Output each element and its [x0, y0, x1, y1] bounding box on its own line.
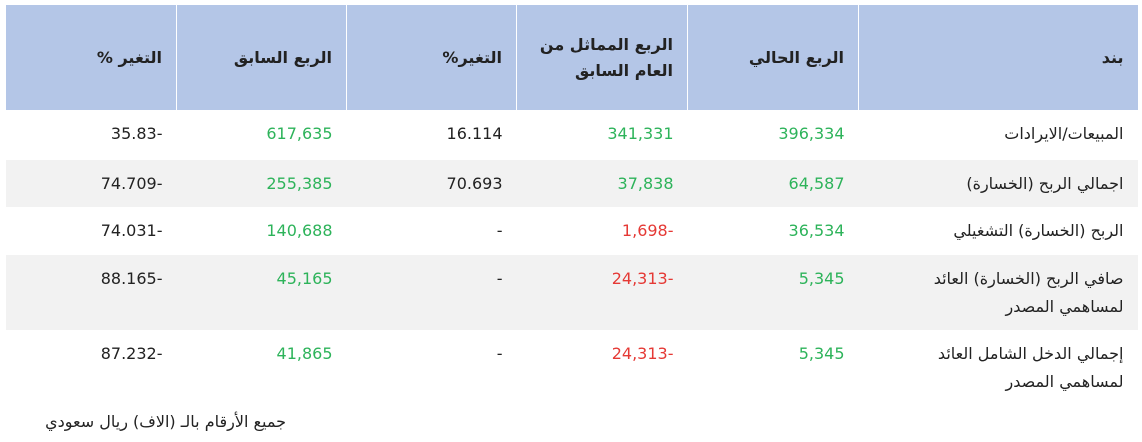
- value-text: 617,635: [266, 124, 333, 143]
- value-text: 1,698-: [621, 221, 674, 240]
- value-text: -: [496, 344, 503, 363]
- table-row: اجمالي الربح (الخسارة) 64,587 37,838 70.693…: [5, 160, 1138, 207]
- row-label: صافي الربح (الخسارة) العائد لمساهمي المص…: [858, 255, 1138, 330]
- value-cell: 16.114: [347, 110, 517, 160]
- header-cell: الربع السابق: [176, 5, 347, 110]
- value-text: 16.114: [446, 124, 503, 143]
- table-body: المبيعات/الايرادات 396,334 341,331 16.114 61…: [5, 110, 1138, 410]
- value-cell: 617,635: [177, 110, 347, 160]
- value-text: 36,534: [788, 221, 845, 240]
- value-cell: 24,313-: [517, 330, 688, 410]
- footnote: جميع الأرقام بالـ (الاف) ريال سعودي: [45, 412, 286, 431]
- value-cell: 45,165: [176, 255, 347, 330]
- value-cell: 87.232-: [6, 330, 177, 410]
- value-cell: 396,334: [688, 110, 859, 160]
- value-cell: -: [346, 255, 517, 330]
- header-cell: الربع المماثل من العام السابق: [516, 5, 688, 110]
- value-cell: 37,838: [516, 160, 688, 207]
- row-label: إجمالي الدخل الشامل العائد لمساهمي المصد…: [859, 330, 1138, 410]
- value-cell: 74.031-: [6, 207, 177, 255]
- header-cell: الربع الحالي: [687, 5, 859, 110]
- value-text: 74.031-: [100, 221, 163, 240]
- row-label: المبيعات/الايرادات: [859, 110, 1138, 160]
- label-text: صافي الربح (الخسارة) العائد لمساهمي المص…: [933, 269, 1124, 316]
- value-text: 396,334: [778, 124, 845, 143]
- value-cell: 255,385: [176, 160, 347, 207]
- value-cell: 70.693: [346, 160, 517, 207]
- value-text: 45,165: [276, 269, 333, 288]
- label-text: الربح (الخسارة) التشغيلي: [953, 221, 1124, 240]
- value-text: 5,345: [798, 269, 845, 288]
- value-text: -: [496, 269, 503, 288]
- table-wrap: بند الربع الحالي الربع المماثل من العام ال…: [5, 5, 1138, 410]
- row-label: اجمالي الربح (الخسارة): [858, 160, 1138, 207]
- value-cell: 140,688: [177, 207, 347, 255]
- label-text: إجمالي الدخل الشامل العائد لمساهمي المصد…: [937, 344, 1124, 391]
- value-text: -: [496, 221, 503, 240]
- value-cell: 36,534: [688, 207, 859, 255]
- row-label: الربح (الخسارة) التشغيلي: [859, 207, 1138, 255]
- value-cell: 5,345: [688, 330, 859, 410]
- value-text: 140,688: [266, 221, 333, 240]
- value-cell: 64,587: [687, 160, 859, 207]
- table-row: صافي الربح (الخسارة) العائد لمساهمي المص…: [5, 255, 1138, 330]
- header-cell: بند: [858, 5, 1138, 110]
- value-text: 41,865: [276, 344, 333, 363]
- value-text: 37,838: [617, 174, 674, 193]
- value-text: 255,385: [266, 174, 333, 193]
- value-cell: 88.165-: [5, 255, 177, 330]
- value-text: 74.709-: [100, 174, 163, 193]
- results-table: بند الربع الحالي الربع المماثل من العام ال…: [5, 5, 1138, 410]
- label-text: المبيعات/الايرادات: [1004, 124, 1124, 143]
- value-text: 341,331: [607, 124, 674, 143]
- value-text: 24,313-: [611, 269, 674, 288]
- value-cell: 74.709-: [5, 160, 177, 207]
- value-cell: 24,313-: [516, 255, 688, 330]
- value-cell: 35.83-: [6, 110, 177, 160]
- value-text: 87.232-: [100, 344, 163, 363]
- header-cell: التغير%: [346, 5, 517, 110]
- table-row: الربح (الخسارة) التشغيلي 36,534 1,698- - 140…: [6, 207, 1138, 255]
- value-text: 70.693: [446, 174, 503, 193]
- value-cell: 5,345: [687, 255, 859, 330]
- value-text: 64,587: [788, 174, 845, 193]
- value-cell: 1,698-: [517, 207, 688, 255]
- header-row: بند الربع الحالي الربع المماثل من العام ال…: [5, 5, 1138, 110]
- value-text: 35.83-: [110, 124, 163, 143]
- header-cell: التغير %: [5, 5, 177, 110]
- table-row: إجمالي الدخل الشامل العائد لمساهمي المصد…: [6, 330, 1138, 410]
- value-text: 24,313-: [611, 344, 674, 363]
- label-text: اجمالي الربح (الخسارة): [966, 174, 1124, 193]
- value-cell: -: [347, 330, 517, 410]
- value-text: 5,345: [798, 344, 845, 363]
- value-cell: -: [347, 207, 517, 255]
- value-text: 88.165-: [100, 269, 163, 288]
- value-cell: 341,331: [517, 110, 688, 160]
- table-row: المبيعات/الايرادات 396,334 341,331 16.114 61…: [6, 110, 1138, 160]
- value-cell: 41,865: [177, 330, 347, 410]
